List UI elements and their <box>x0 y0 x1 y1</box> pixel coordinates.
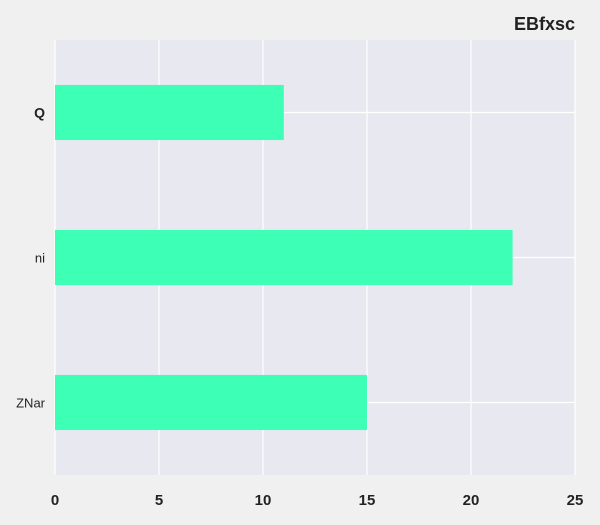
x-tick-label: 20 <box>463 492 480 509</box>
x-tick-label: 25 <box>567 492 584 509</box>
y-tick-label: Q <box>34 105 45 121</box>
y-tick-label: ni <box>35 251 45 266</box>
bars <box>55 84 513 431</box>
bar <box>55 374 367 431</box>
bar <box>55 84 284 141</box>
y-tick-label: ZNar <box>16 396 46 411</box>
chart-title: EBfxsc <box>514 14 575 34</box>
x-tick-label: 10 <box>255 492 272 509</box>
x-tick-label: 5 <box>155 492 163 509</box>
y-tick-labels: Qni ZNar <box>16 105 46 411</box>
bar <box>55 229 513 286</box>
x-tick-labels: 0 5 10 15 20 25 <box>51 492 584 509</box>
x-tick-label: 15 <box>359 492 376 509</box>
x-tick-label: 0 <box>51 492 59 509</box>
